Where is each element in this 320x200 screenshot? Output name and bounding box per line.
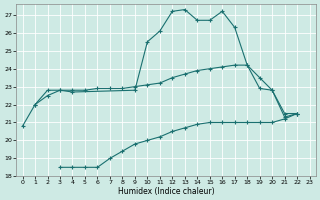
X-axis label: Humidex (Indice chaleur): Humidex (Indice chaleur) (118, 187, 214, 196)
